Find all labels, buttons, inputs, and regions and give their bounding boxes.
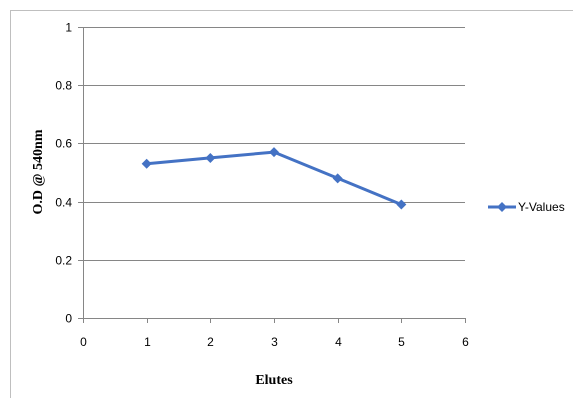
- data-point: [205, 152, 216, 163]
- x-axis-title: Elutes: [255, 373, 293, 388]
- y-tick-label: 0.2: [55, 254, 72, 268]
- data-point: [269, 147, 279, 158]
- x-tick-label: 4: [335, 335, 342, 349]
- x-tick-label: 2: [207, 335, 214, 349]
- y-tick-label: 1: [65, 21, 72, 35]
- data-point: [396, 199, 407, 210]
- series-line: [146, 150, 402, 206]
- y-tick-label: 0: [65, 312, 72, 326]
- series: [141, 147, 407, 210]
- data-point: [141, 158, 152, 169]
- x-tick-label: 0: [80, 335, 87, 349]
- axes: [78, 27, 466, 323]
- y-axis-title: O.D @ 540nm: [31, 129, 46, 214]
- x-tick-label: 6: [462, 335, 469, 349]
- legend: Y-Values: [488, 200, 565, 214]
- legend-label: Y-Values: [518, 200, 565, 214]
- x-tick-label: 5: [398, 335, 405, 349]
- y-tick-label: 0.6: [55, 137, 72, 151]
- x-tick-labels: 0 1 2 3 4 5 6: [80, 335, 469, 349]
- data-point: [332, 173, 343, 184]
- y-tick-labels: 0 0.2 0.4 0.6 0.8 1: [55, 21, 72, 326]
- gridlines: [83, 27, 465, 261]
- legend-marker: [497, 202, 507, 212]
- x-tick-label: 1: [144, 335, 151, 349]
- chart-frame-left: [10, 10, 11, 398]
- chart-frame-top: [10, 10, 573, 11]
- y-tick-label: 0.4: [55, 196, 72, 210]
- y-tick-label: 0.8: [55, 79, 72, 93]
- x-tick-label: 3: [271, 335, 278, 349]
